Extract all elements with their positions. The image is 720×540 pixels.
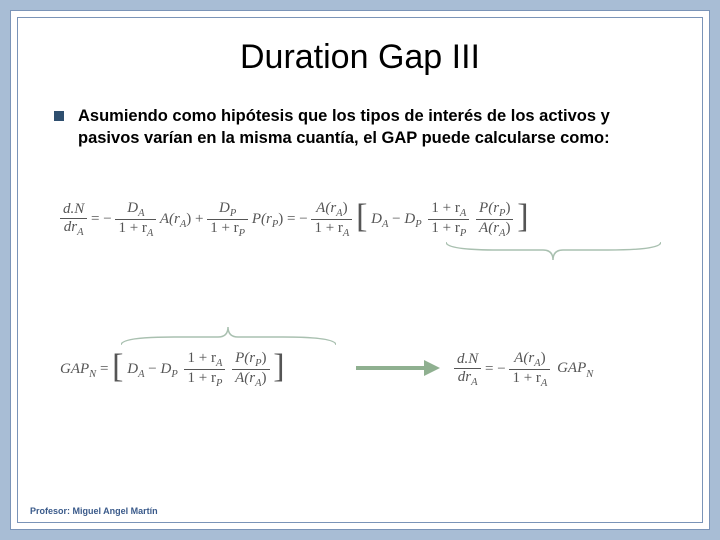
brace-up-icon xyxy=(121,325,336,347)
eq1-lhs-num: d.N xyxy=(63,201,84,217)
eq1-lhs-sub: A xyxy=(77,227,83,238)
slide-inner-frame: Duration Gap III Asumiendo como hipótesi… xyxy=(17,17,703,523)
bullet-row: Asumiendo como hipótesis que los tipos d… xyxy=(46,105,674,150)
slide-title: Duration Gap III xyxy=(46,38,674,77)
brace-down-icon xyxy=(446,240,661,262)
formula-area: d.N drA = − DA 1 + rA A(rA) + DP 1 + rP … xyxy=(46,190,674,450)
equation-3: d.N drA = − A(rA) 1 + rA GAPN xyxy=(454,350,593,389)
equation-1: d.N drA = − DA 1 + rA A(rA) + DP 1 + rP … xyxy=(60,200,529,239)
arrow-icon xyxy=(356,366,426,370)
arrow-head-icon xyxy=(424,360,440,376)
eq1-lhs-den: dr xyxy=(64,219,77,235)
square-bullet-icon xyxy=(54,111,64,121)
main-paragraph: Asumiendo como hipótesis que los tipos d… xyxy=(78,105,666,150)
eq1-t1-num: D xyxy=(127,200,138,216)
slide-outer-frame: Duration Gap III Asumiendo como hipótesi… xyxy=(10,10,710,530)
equation-2: GAPN = [ DA − DP 1 + rA 1 + rP P(rP) A(r… xyxy=(60,350,285,389)
footer-credit: Profesor: Miguel Angel Martín xyxy=(30,506,158,516)
